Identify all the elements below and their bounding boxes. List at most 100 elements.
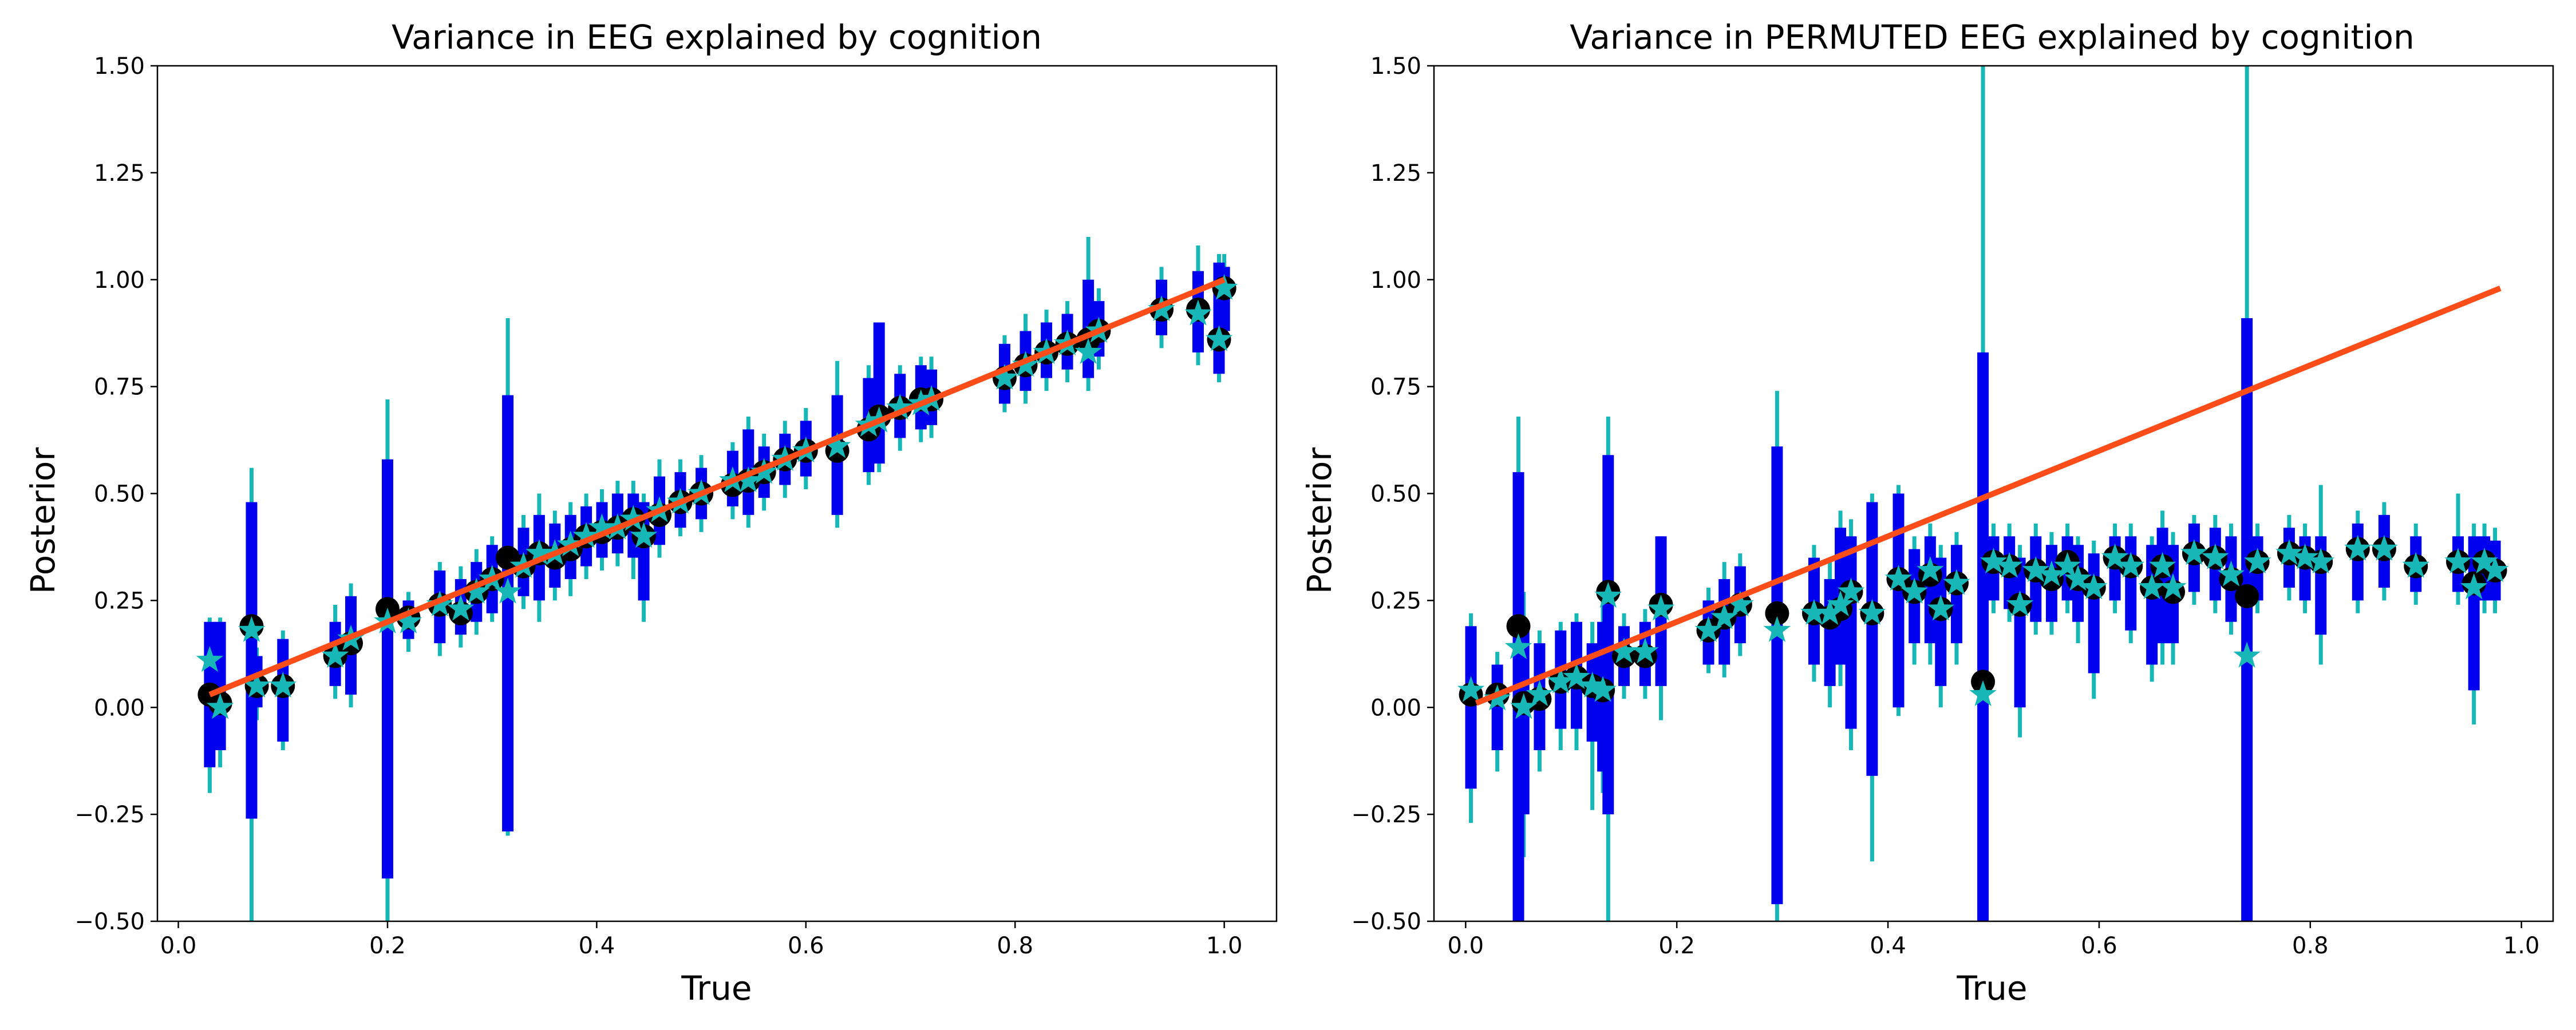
posterior-star-marker <box>1205 325 1233 351</box>
posterior-star-marker <box>1589 676 1617 702</box>
posterior-star-marker <box>1610 637 1638 664</box>
left-chart-title: Variance in EEG explained by cognition <box>392 18 1042 57</box>
right-y-tick-label: 1.50 <box>1370 53 1421 80</box>
posterior-star-marker <box>1816 599 1844 625</box>
posterior-star-marker <box>1526 680 1554 707</box>
posterior-star-marker <box>447 595 475 621</box>
right-y-tick-label: 0.00 <box>1370 695 1421 721</box>
posterior-star-marker <box>206 693 234 719</box>
posterior-star-marker <box>1210 274 1238 300</box>
posterior-star-marker <box>394 607 422 633</box>
right-y-tick-label: 1.00 <box>1370 267 1421 294</box>
posterior-star-marker <box>321 641 349 668</box>
left-y-tick-label: −0.50 <box>74 909 145 935</box>
right-chart-title: Variance in PERMUTED EEG explained by co… <box>1570 18 2415 57</box>
left-panel: Variance in EEG explained by cognition T… <box>23 18 1278 1008</box>
posterior-star-marker <box>619 505 647 531</box>
posterior-star-marker <box>2460 573 2488 600</box>
posterior-star-marker <box>1763 616 1791 642</box>
left-x-tick-label: 1.0 <box>1206 933 1243 959</box>
posterior-star-marker <box>1563 663 1590 690</box>
posterior-star-marker <box>196 646 224 672</box>
posterior-star-marker <box>1827 590 1854 617</box>
posterior-star-marker <box>1726 590 1754 617</box>
posterior-star-marker <box>1917 556 1944 583</box>
right-axes-frame <box>1433 65 2554 922</box>
posterior-star-marker <box>2138 573 2166 600</box>
left-y-tick-label: 1.25 <box>94 160 145 187</box>
posterior-star-marker <box>1504 633 1532 659</box>
left-y-tick-label: 0.25 <box>94 588 145 614</box>
true-value-marker <box>1506 614 1531 639</box>
posterior-star-marker <box>1901 577 1928 604</box>
posterior-star-marker <box>572 522 600 548</box>
left-plot-area <box>196 237 1238 921</box>
posterior-star-marker <box>2243 548 2271 574</box>
posterior-star-marker <box>2444 548 2472 574</box>
right-x-axis-label: True <box>1956 969 2027 1008</box>
posterior-star-marker <box>734 466 762 493</box>
posterior-star-marker <box>2275 539 2303 565</box>
posterior-star-marker <box>2217 560 2245 587</box>
posterior-star-marker <box>1800 599 1828 625</box>
posterior-star-marker <box>2064 565 2092 591</box>
right-plot-area <box>1457 66 2509 921</box>
posterior-star-marker <box>2006 590 2034 617</box>
left-y-tick-label: 0.50 <box>94 481 145 508</box>
posterior-star-marker <box>243 671 271 698</box>
posterior-star-marker <box>2344 534 2372 561</box>
posterior-star-marker <box>526 539 553 565</box>
posterior-star-marker <box>1710 603 1738 629</box>
posterior-star-marker <box>2233 641 2261 668</box>
posterior-star-marker <box>463 577 490 604</box>
posterior-star-marker <box>2307 548 2334 574</box>
left-y-tick-label: 1.50 <box>94 53 145 80</box>
left-y-tick-label: 1.00 <box>94 267 145 294</box>
posterior-star-marker <box>2291 543 2319 569</box>
posterior-star-marker <box>1647 595 1675 621</box>
right-x-tick-label: 1.0 <box>2503 933 2540 959</box>
posterior-star-marker <box>1510 693 1538 719</box>
left-x-tick-label: 0.6 <box>788 933 824 959</box>
true-value-marker <box>1765 601 1789 625</box>
posterior-star-marker <box>2053 552 2081 578</box>
right-ticks: 0.0 0.2 0.4 0.6 0.8 1.0 −0.50 −0.25 0.00 0.25 0.50… <box>1351 53 2539 959</box>
posterior-star-marker <box>1074 338 1102 365</box>
posterior-star-marker <box>1457 676 1485 702</box>
posterior-star-marker <box>1578 671 1606 698</box>
right-x-tick-label: 0.0 <box>1448 933 1484 959</box>
posterior-star-marker <box>2202 543 2229 569</box>
left-axes-frame <box>156 65 1278 922</box>
right-y-tick-label: 1.25 <box>1370 160 1421 187</box>
posterior-star-marker <box>2159 573 2187 600</box>
posterior-star-marker <box>2038 560 2065 587</box>
posterior-star-marker <box>1837 577 1865 604</box>
posterior-star-marker <box>269 671 297 698</box>
posterior-star-marker <box>1943 569 1970 595</box>
posterior-star-marker <box>556 530 584 557</box>
posterior-star-marker <box>238 616 266 642</box>
posterior-star-marker <box>1980 548 2008 574</box>
posterior-star-marker <box>886 394 914 420</box>
right-y-tick-label: −0.50 <box>1351 909 1421 935</box>
right-x-tick-label: 0.8 <box>2292 933 2329 959</box>
right-posterior-marker-layer <box>1457 534 2509 719</box>
right-panel: Variance in PERMUTED EEG explained by co… <box>1300 18 2554 1008</box>
left-x-tick-label: 0.4 <box>579 933 615 959</box>
posterior-star-marker <box>2117 552 2144 578</box>
posterior-star-marker <box>1594 581 1622 608</box>
posterior-star-marker <box>823 432 851 458</box>
posterior-star-marker <box>991 363 1018 390</box>
left-y-tick-label: 0.00 <box>94 695 145 721</box>
posterior-star-marker <box>2101 543 2129 569</box>
posterior-star-marker <box>1927 595 1955 621</box>
posterior-star-marker <box>1996 552 2023 578</box>
right-y-tick-label: 0.75 <box>1370 374 1421 401</box>
right-identity-line <box>1475 286 2502 706</box>
posterior-star-marker <box>1631 637 1659 664</box>
right-y-tick-label: 0.25 <box>1370 588 1421 614</box>
posterior-star-marker <box>2080 573 2108 600</box>
posterior-star-marker <box>2402 552 2429 578</box>
